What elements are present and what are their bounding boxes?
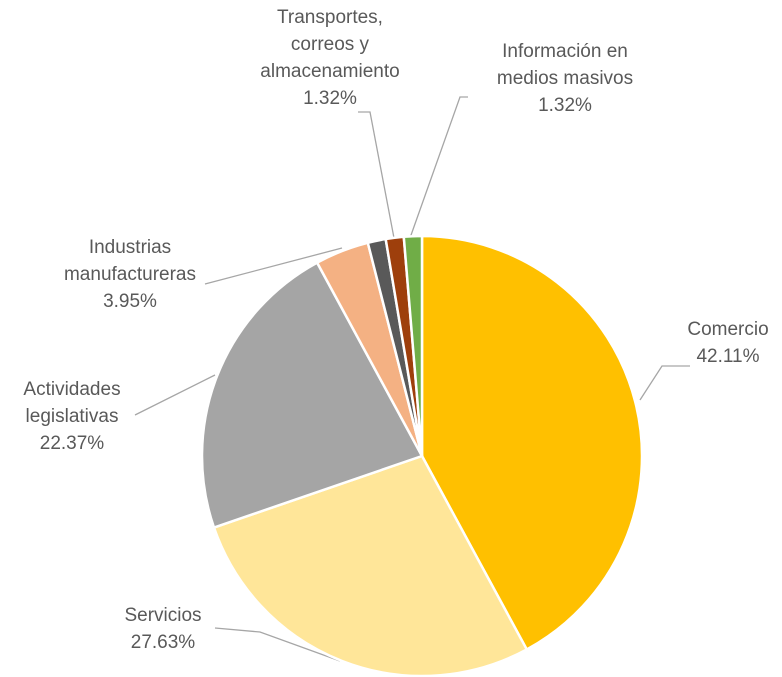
leader-line (639, 365, 690, 401)
category-label: Industrias manufactureras (63, 237, 196, 285)
category-label: Transportes, correos y almacenamiento (260, 7, 400, 82)
value-label: 3.95% (103, 291, 157, 312)
value-label: 42.11% (696, 346, 760, 367)
data-label: Información en medios masivos 1.32% (490, 38, 640, 119)
category-label: Información en medios masivos (496, 41, 634, 89)
pie-slice (420, 234, 644, 651)
data-label: Transportes, correos y almacenamiento 1.3… (250, 4, 410, 112)
pie-slice (200, 261, 424, 529)
leader-line (409, 96, 468, 239)
leader-line (214, 627, 341, 662)
data-label: Servicios 27.63% (93, 602, 233, 656)
data-label: Actividades legislativas 22.37% (7, 376, 137, 457)
leader-line (358, 111, 395, 239)
value-label: 22.37% (39, 433, 105, 454)
category-label: Actividades legislativas (23, 379, 121, 427)
data-label: Industrias manufactureras 3.95% (45, 234, 215, 315)
value-label: 1.32% (303, 88, 357, 109)
pie-slice (212, 454, 529, 677)
pie-slice (402, 234, 424, 458)
value-label: 27.63% (130, 632, 196, 653)
leader-line (134, 374, 216, 416)
category-label: Servicios (124, 605, 202, 626)
category-label: Comercio (687, 319, 769, 340)
leader-lines (134, 96, 690, 662)
leader-line (204, 247, 343, 285)
value-label: 1.32% (538, 95, 592, 116)
data-label: Comercio 42.11% (658, 316, 782, 370)
